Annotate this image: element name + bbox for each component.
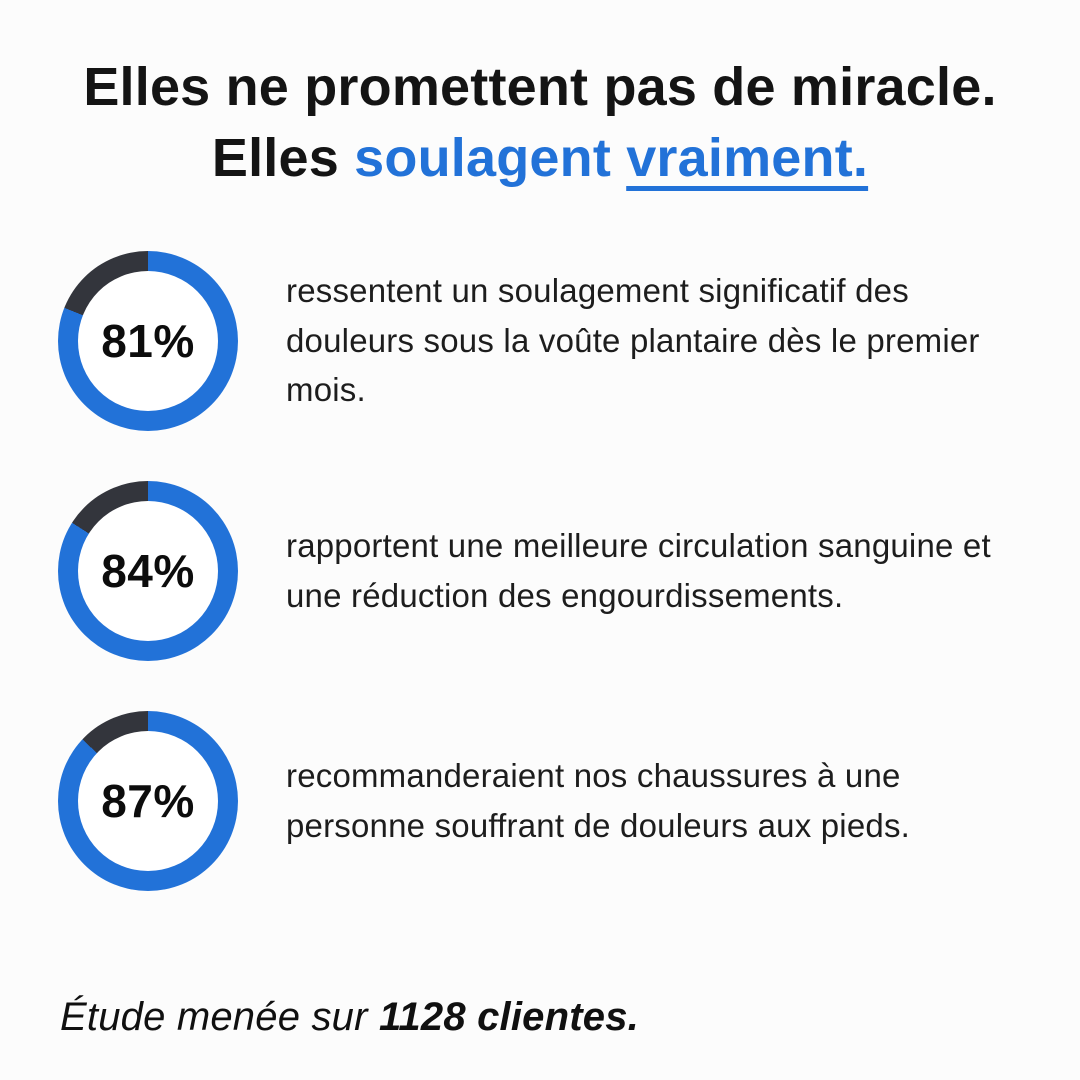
progress-ring-hole: 84% [78,500,218,641]
percent-value: 81% [101,314,195,367]
page-title: Elles ne promettent pas de miracle. Elle… [0,0,1080,195]
progress-ring-hole: 81% [78,270,218,411]
stat-description: rapportent une meilleure circulation san… [286,527,991,614]
stat-row-recommendation: 87% recommanderaient nos chaussures à un… [58,710,1080,891]
title-line2-prefix: Elles [211,128,355,189]
progress-ring-84: 84% [58,480,238,661]
progress-ring-81: 81% [58,250,238,431]
stat-row-relief: 81% ressentent un soulagement significat… [58,250,1080,431]
percent-value: 87% [101,774,195,827]
title-underlined-vraiment: vraiment. [626,128,869,189]
percent-value: 84% [101,544,195,597]
stat-description: recommanderaient nos chaussures à une pe… [286,757,911,844]
stats-list: 81% ressentent un soulagement significat… [0,250,1080,891]
title-highlight-soulagent: soulagent [354,128,627,189]
progress-ring-87: 87% [58,710,238,891]
study-note-prefix: Étude menée sur [60,995,379,1039]
title-line1: Elles ne promettent pas de miracle. [83,57,997,117]
study-note-sample-size: 1128 clientes. [378,995,639,1039]
progress-ring-hole: 87% [78,730,218,871]
stat-row-circulation: 84% rapportent une meilleure circulation… [58,480,1080,661]
stat-description: ressentent un soulagement significatif d… [286,272,980,409]
study-note: Étude menée sur 1128 clientes. [60,995,639,1040]
